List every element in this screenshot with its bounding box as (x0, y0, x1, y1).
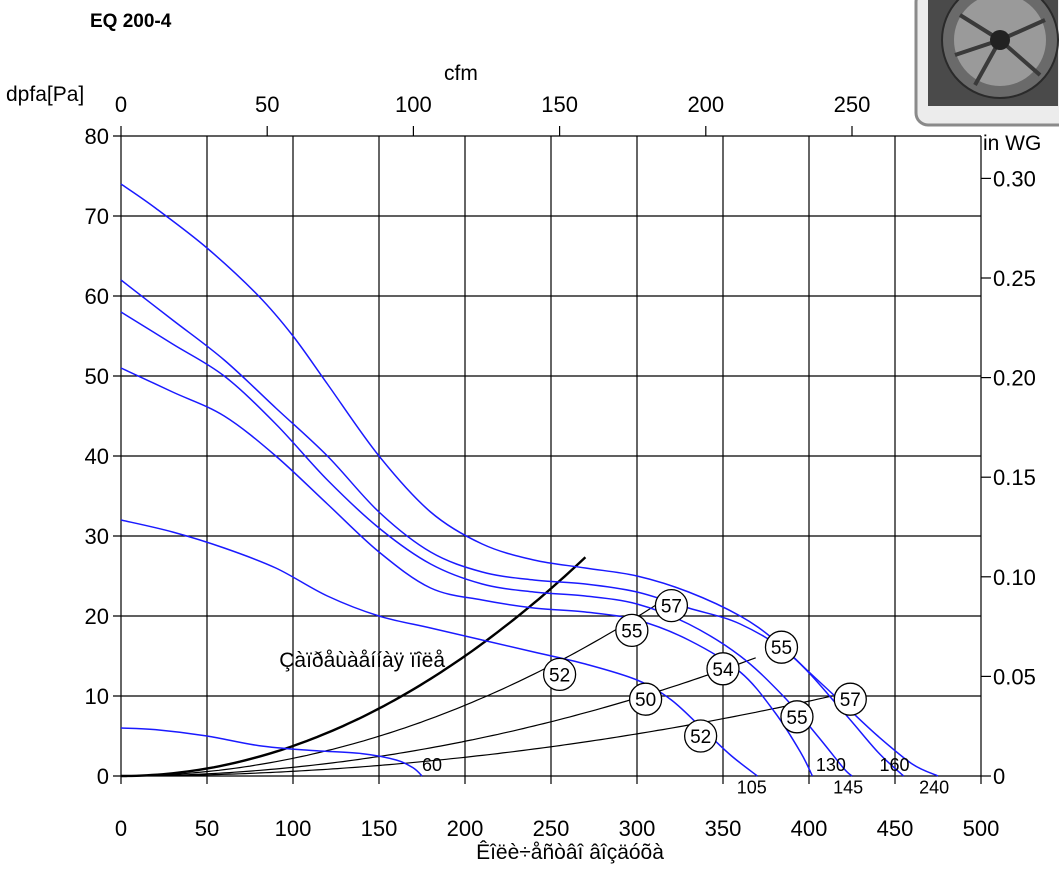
y-tick-label: 40 (85, 444, 109, 469)
noise-badge-label: 52 (549, 665, 570, 686)
y-tick-label: 0 (97, 764, 109, 789)
y-tick-label: 70 (85, 204, 109, 229)
fan-curve (120, 311, 853, 777)
curve-end-label: 105 (737, 777, 767, 797)
noise-badge-circle (542, 657, 577, 692)
x2-tick-label: 200 (687, 92, 724, 117)
y2-axis-label: in WG (983, 132, 1041, 155)
grid: 0 50 100 150 200 250 300 350 400 450 5000102030405… (85, 92, 1036, 841)
x-tick-label: 50 (195, 816, 219, 841)
curve-end-label: 240 (919, 777, 949, 797)
curve-end-label: 145 (833, 777, 863, 797)
noise-badge-label: 55 (771, 638, 792, 659)
x-tick-label: 500 (963, 816, 1000, 841)
noise-badge-circle (706, 652, 740, 686)
fan-curve (120, 367, 814, 777)
fan-curve (120, 727, 423, 777)
x2-tick-label: 150 (541, 92, 578, 117)
noise-badge-circle (764, 630, 799, 664)
x-tick-label: 300 (619, 816, 656, 841)
y2-tick-label: 0.10 (993, 565, 1036, 590)
x-tick-label: 250 (533, 816, 570, 841)
y2-tick-label: 0.05 (993, 664, 1036, 689)
noise-badge-label: 52 (690, 727, 711, 748)
curve-end-label: 130 (816, 755, 846, 775)
x-tick-label: 150 (361, 816, 398, 841)
noise-badge-label: 57 (661, 597, 682, 618)
y2-tick-label: 0.30 (993, 166, 1036, 191)
product-thumbnail (914, 0, 1059, 127)
y-tick-label: 20 (85, 604, 109, 629)
x2-axis-label: cfm (444, 62, 478, 85)
y-tick-label: 30 (85, 524, 109, 549)
noise-badge-label: 55 (621, 621, 642, 642)
y-tick-label: 80 (85, 124, 109, 149)
noise-badge-circle (833, 682, 867, 716)
noise-badge-label: 55 (786, 708, 807, 729)
chart-title: EQ 200-4 (90, 11, 172, 32)
noise-badge-circle (615, 613, 649, 648)
fan-curve (120, 279, 905, 777)
noise-badge-circle (780, 700, 814, 734)
fan-curves (120, 183, 939, 777)
x-axis-label: Êîëè÷åñòâî âîçäóõà (476, 841, 664, 864)
system-curve (121, 692, 844, 777)
x2-tick-label: 250 (834, 92, 871, 117)
y-tick-label: 60 (85, 284, 109, 309)
curve-end-label: 60 (422, 755, 442, 775)
noise-badge-circle (654, 588, 689, 623)
y-tick-label: 50 (85, 364, 109, 389)
y2-tick-label: 0.25 (993, 266, 1036, 291)
x2-tick-label: 0 (115, 92, 127, 117)
y2-tick-label: 0 (993, 764, 1005, 789)
curve-end-label: 160 (880, 755, 910, 775)
x-tick-label: 350 (705, 816, 742, 841)
x-tick-label: 450 (877, 816, 914, 841)
noise-badge-label: 50 (635, 690, 656, 711)
x-tick-label: 400 (791, 816, 828, 841)
x-tick-label: 100 (275, 816, 312, 841)
x-tick-label: 200 (447, 816, 484, 841)
system-curve-label: Çàïðåùàåííàÿ ïîëå (279, 649, 445, 672)
y-tick-label: 10 (85, 684, 109, 709)
fan-curve (120, 183, 939, 777)
x-tick-label: 0 (115, 816, 127, 841)
x2-tick-label: 100 (395, 92, 432, 117)
system-curve (121, 596, 669, 777)
y-axis-label: dpfa[Pa] (6, 83, 84, 106)
noise-badge-circle (683, 719, 718, 753)
x2-tick-label: 50 (255, 92, 279, 117)
noise-badge-label: 57 (840, 690, 861, 711)
noise-badge-circle (628, 682, 663, 716)
y2-tick-label: 0.20 (993, 366, 1036, 391)
system-curve-bold (121, 556, 587, 778)
y2-tick-label: 0.15 (993, 465, 1036, 490)
noise-badge-label: 54 (712, 660, 734, 681)
